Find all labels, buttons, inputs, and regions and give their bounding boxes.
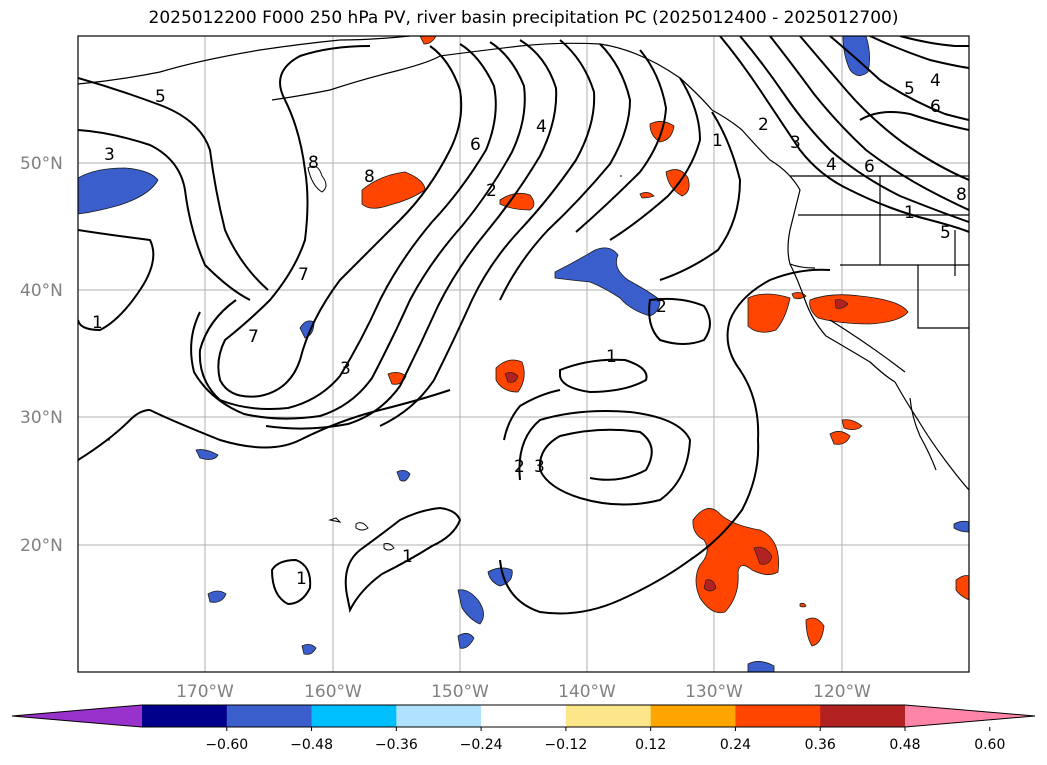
contour-label: 1 (402, 547, 413, 567)
contour-label: 1 (606, 347, 617, 367)
colorbar-tick-label: 0.12 (635, 737, 666, 753)
contour-label: 7 (298, 265, 309, 285)
contour-label: 4 (930, 71, 941, 91)
contour-label: 2 (486, 181, 497, 201)
contour-label: 5 (904, 79, 915, 99)
precip-strong-cores (504, 299, 849, 592)
contour-label: 5 (940, 223, 951, 243)
contour-label: 5 (155, 87, 166, 107)
lat-label: 20°N (20, 536, 63, 556)
colorbar-extend-high (905, 705, 1035, 727)
colorbar-tick-label: 0.48 (889, 737, 920, 753)
islands (108, 165, 622, 551)
latitude-labels: 50°N 40°N 30°N 20°N (20, 154, 63, 556)
colorbar-tick-label: −0.60 (205, 737, 248, 753)
contour-label: 2 (656, 297, 667, 317)
colorbar-segment (396, 705, 482, 727)
lat-label: 30°N (20, 408, 63, 428)
contour-label: 8 (956, 185, 967, 205)
lat-label: 40°N (20, 281, 63, 301)
longitude-labels: 170°W 160°W 150°W 140°W 130°W 120°W (176, 682, 871, 702)
pv-contours (78, 36, 969, 615)
colorbar-tick-label: −0.24 (460, 737, 503, 753)
lon-label: 140°W (558, 682, 616, 702)
contour-label: 2 (758, 115, 769, 135)
colorbar-segment (650, 705, 736, 727)
colorbar-segment (820, 705, 906, 727)
contour-label: 6 (470, 135, 481, 155)
lon-label: 120°W (813, 682, 871, 702)
colorbar-segment (735, 705, 821, 727)
precip-negative-blobs (78, 36, 969, 672)
contour-label: 3 (340, 359, 351, 379)
contour-label: 3 (104, 145, 115, 165)
map-background (78, 36, 969, 672)
lon-label: 170°W (176, 682, 234, 702)
colorbar-tick-label: 0.36 (805, 737, 836, 753)
colorbar-tick-label: −0.36 (375, 737, 418, 753)
contour-label: 6 (864, 157, 875, 177)
colorbar-segment (311, 705, 397, 727)
colorbar-segment (481, 705, 567, 727)
contour-label: 1 (904, 203, 915, 223)
contour-label: 2 (514, 457, 525, 477)
contour-label: 8 (364, 167, 375, 187)
colorbar-tick-label: −0.12 (544, 737, 587, 753)
coastlines (78, 36, 969, 491)
contour-label: 7 (248, 327, 259, 347)
contour-label: 4 (826, 155, 837, 175)
colorbar-tick-label: −0.48 (290, 737, 333, 753)
colorbar: −0.60 −0.48 −0.36 −0.24 −0.12 0.12 0.24 0.36 0.4… (11, 704, 1036, 753)
map-title: 2025012200 F000 250 hPa PV, river basin … (148, 8, 899, 28)
colorbar-outline (11, 704, 1036, 728)
colorbar-segment (226, 705, 313, 727)
lon-label: 160°W (304, 682, 362, 702)
lat-label: 50°N (20, 154, 63, 174)
map-frame (77, 35, 970, 673)
contour-label: 8 (308, 153, 319, 173)
contour-label: 3 (790, 133, 801, 153)
colorbar-segment (142, 705, 228, 727)
contour-label: 3 (534, 457, 545, 477)
contour-labels: 5 3 8 8 7 1 7 3 6 4 2 1 2 1 2 3 1 1 2 3 … (92, 71, 967, 589)
colorbar-segment (565, 705, 652, 727)
graticule (78, 36, 969, 672)
contour-label: 1 (712, 131, 723, 151)
contour-label: 1 (92, 313, 103, 333)
contour-label: 1 (296, 569, 307, 589)
colorbar-extend-low (12, 705, 142, 727)
contour-label: 4 (536, 117, 547, 137)
colorbar-tick-label: 0.60 (974, 737, 1005, 753)
colorbar-tick-label: 0.24 (720, 737, 751, 753)
lon-label: 150°W (431, 682, 489, 702)
contour-label: 6 (930, 97, 941, 117)
lon-label: 130°W (685, 682, 743, 702)
